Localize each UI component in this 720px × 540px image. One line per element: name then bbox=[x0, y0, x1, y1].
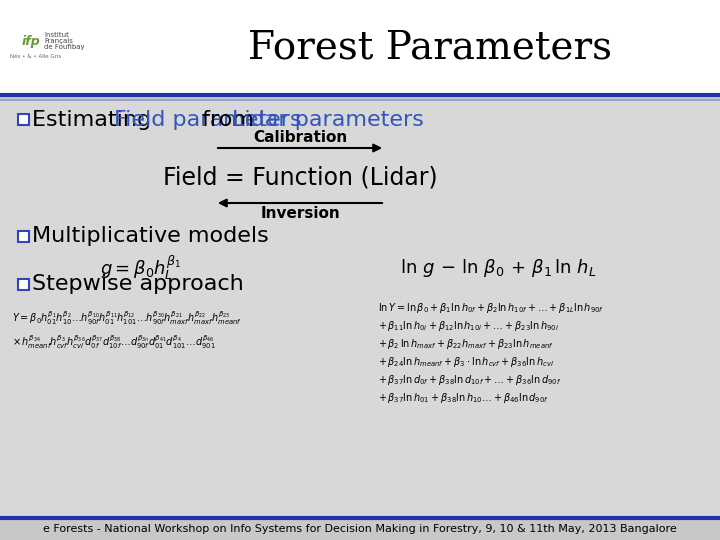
Text: Multiplicative models: Multiplicative models bbox=[32, 226, 269, 246]
FancyBboxPatch shape bbox=[18, 279, 29, 290]
Text: $\ln\,g\,-\,\ln\,\beta_0\,+\,\beta_1\,\ln\,h_L$: $\ln\,g\,-\,\ln\,\beta_0\,+\,\beta_1\,\l… bbox=[400, 257, 597, 279]
Text: $+\,\beta_{37}\ln d_{0f} + \beta_{38}\ln d_{10f} + \ldots + \beta_{36}\ln d_{90f: $+\,\beta_{37}\ln d_{0f} + \beta_{38}\ln… bbox=[378, 373, 562, 387]
FancyBboxPatch shape bbox=[18, 231, 29, 242]
Text: from: from bbox=[195, 110, 261, 130]
Text: $\times\, h_{meanf}^{\beta_{34}} h_{cvf}^{\beta_{3}}h_{cvl}^{\beta_{36}} d_{0f}^: $\times\, h_{meanf}^{\beta_{34}} h_{cvf}… bbox=[12, 333, 216, 351]
Text: e Forests - National Workshop on Info Systems for Decision Making in Forestry, 9: e Forests - National Workshop on Info Sy… bbox=[43, 524, 677, 534]
Text: $g = \beta_0 h_L^{\beta_1}$: $g = \beta_0 h_L^{\beta_1}$ bbox=[100, 254, 181, 282]
Text: ifp: ifp bbox=[22, 36, 41, 49]
FancyBboxPatch shape bbox=[5, 8, 135, 90]
Text: Institut: Institut bbox=[44, 32, 69, 38]
Text: Stepwise approach: Stepwise approach bbox=[32, 274, 244, 294]
Text: Field = Function (Lidar): Field = Function (Lidar) bbox=[163, 166, 437, 190]
FancyBboxPatch shape bbox=[0, 100, 720, 518]
FancyBboxPatch shape bbox=[18, 114, 29, 125]
Text: Nés • & • Alle Gris: Nés • & • Alle Gris bbox=[10, 53, 61, 58]
Text: Calibration: Calibration bbox=[253, 130, 347, 145]
Text: Inversion: Inversion bbox=[260, 206, 340, 220]
Text: $+\,\beta_{11}\ln h_{0i} + \beta_{12}\ln h_{10i} + \ldots + \beta_{23}\ln h_{90i: $+\,\beta_{11}\ln h_{0i} + \beta_{12}\ln… bbox=[378, 319, 559, 333]
Text: Field parameters: Field parameters bbox=[114, 110, 302, 130]
Text: de Foufibay: de Foufibay bbox=[44, 44, 85, 50]
Text: Lidar parameters: Lidar parameters bbox=[232, 110, 424, 130]
Text: $\ln Y = \ln\beta_0 + \beta_1\ln h_{0f} + \beta_2\ln h_{10f} + \ldots + \beta_{1: $\ln Y = \ln\beta_0 + \beta_1\ln h_{0f} … bbox=[378, 301, 604, 315]
Text: $+\,\beta_{24}\ln h_{meanf} + \beta_3\cdot\ln h_{cvf} + \beta_{36}\ln h_{cvl}$: $+\,\beta_{24}\ln h_{meanf} + \beta_3\cd… bbox=[378, 355, 554, 369]
FancyBboxPatch shape bbox=[0, 0, 720, 95]
Text: Forest Parameters: Forest Parameters bbox=[248, 30, 612, 66]
Text: Estimating: Estimating bbox=[32, 110, 158, 130]
Text: $+\,\beta_2\,\ln h_{maxf} + \beta_{22}h_{maxf} + \beta_{23}\ln h_{meanf}$: $+\,\beta_2\,\ln h_{maxf} + \beta_{22}h_… bbox=[378, 337, 554, 351]
Text: Français: Français bbox=[44, 38, 73, 44]
Text: $Y = \beta_0 h_{01}^{\beta_1} h_{10}^{\beta_2}\ldots h_{90f}^{\beta_{10}}h_{01}^: $Y = \beta_0 h_{01}^{\beta_1} h_{10}^{\b… bbox=[12, 309, 242, 327]
Text: $+\,\beta_{37}\ln h_{01} + \beta_{38}\ln h_{10}\ldots + \beta_{46}\ln d_{90f}$: $+\,\beta_{37}\ln h_{01} + \beta_{38}\ln… bbox=[378, 391, 549, 405]
